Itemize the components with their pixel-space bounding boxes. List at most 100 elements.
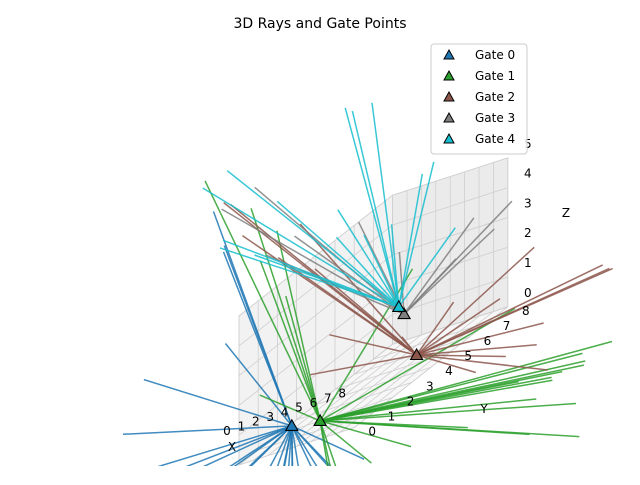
ray-line	[329, 334, 417, 356]
z-tick-label: 4	[524, 167, 532, 181]
gate-markers	[284, 299, 424, 431]
ray-line	[291, 425, 299, 466]
ray-line	[291, 425, 332, 466]
legend-item: Gate 1	[443, 69, 515, 83]
y-tick-label: 4	[445, 364, 453, 378]
legend-label: Gate 0	[475, 48, 515, 62]
x-tick-label: 6	[310, 396, 318, 410]
ray-line	[335, 236, 400, 308]
ray-line	[259, 260, 321, 422]
legend-item: Gate 2	[443, 90, 515, 104]
grid-z-left	[238, 284, 393, 406]
grid-z-back	[392, 157, 508, 196]
ray-line	[398, 161, 435, 308]
ray-line	[320, 402, 577, 422]
ray-line	[276, 200, 400, 308]
legend-marker	[443, 132, 455, 144]
legend-marker	[443, 48, 455, 60]
x-tick-label: 7	[324, 391, 332, 405]
legend-item: Gate 3	[443, 111, 515, 125]
z-tick-label: 5	[524, 137, 532, 151]
ray-line	[416, 344, 537, 356]
ray-line	[398, 227, 456, 308]
ray-line	[416, 246, 535, 356]
ray-lines	[122, 102, 613, 466]
ray-line	[276, 425, 293, 466]
ray-line	[269, 425, 293, 466]
ray-line	[319, 420, 337, 466]
ray-line	[291, 425, 294, 466]
legend-label: Gate 3	[475, 111, 515, 125]
grid-y-floor	[315, 366, 432, 405]
ray-line	[288, 425, 293, 466]
gate-marker-2	[409, 347, 424, 361]
legend: Gate 0 Gate 1 Gate 2 Gate 3 Gate 4	[430, 43, 528, 155]
grid-y-floor	[334, 351, 451, 390]
legend-item: Gate 4	[443, 132, 515, 146]
ray-line	[320, 398, 537, 422]
ray-line	[143, 378, 293, 427]
ray-line	[224, 343, 293, 427]
ray-line	[299, 223, 418, 356]
ray-line	[259, 394, 321, 422]
ray-fans	[122, 102, 613, 466]
legend-marker	[443, 111, 455, 123]
ray-line	[157, 425, 293, 466]
z-tick-label: 0	[524, 286, 532, 300]
x-tick-label: 4	[281, 405, 289, 419]
ray-line	[122, 425, 292, 436]
y-tick-label: 1	[388, 410, 396, 424]
grid-z-back	[392, 276, 508, 315]
ray-line	[403, 228, 495, 315]
ray-line	[319, 307, 516, 422]
ray-line	[319, 420, 412, 448]
legend-item: Gate 0	[443, 48, 515, 62]
y-tick-label: 8	[522, 304, 530, 318]
ray-line	[219, 247, 400, 308]
ray-line	[319, 380, 519, 422]
x-tick-label: 0	[223, 424, 231, 438]
y-tick-label: 7	[503, 319, 511, 333]
y-tick-label: 0	[368, 425, 376, 439]
ray-line	[202, 187, 400, 308]
ray-line	[204, 180, 321, 422]
legend-frame	[430, 43, 528, 155]
ray-line	[229, 425, 293, 466]
y-tick-label: 2	[407, 394, 415, 408]
ray-line	[344, 107, 400, 308]
ray-line	[390, 224, 400, 307]
y-tick-label: 6	[484, 334, 492, 348]
legend-label: Gate 4	[475, 132, 515, 146]
ray-line	[416, 322, 544, 356]
ray-line	[250, 425, 293, 466]
x-tick-label: 5	[295, 401, 303, 415]
ray-line	[416, 298, 501, 356]
grid-z-left	[238, 194, 393, 317]
grid-y-floor	[373, 321, 489, 360]
ray-line	[226, 170, 400, 308]
ray-line	[291, 425, 318, 466]
legend-label: Gate 2	[475, 90, 515, 104]
y-axis-label: Y	[479, 402, 488, 416]
ray-line	[241, 234, 418, 356]
ray-line	[285, 295, 321, 422]
ray-line	[403, 258, 457, 315]
legend-label: Gate 1	[475, 69, 515, 83]
ray-line	[416, 354, 506, 358]
grid-z-back	[392, 306, 508, 345]
legend-marker	[443, 90, 455, 102]
z-tick-label: 2	[524, 226, 532, 240]
ray-line	[371, 102, 400, 307]
y-tick-label: 5	[464, 349, 472, 363]
x-tick-label: 2	[252, 415, 260, 429]
ray-line	[416, 354, 548, 371]
ray-line	[319, 420, 372, 464]
ray-line	[254, 186, 405, 315]
gate-marker-4	[391, 299, 406, 312]
ray-line	[398, 173, 424, 308]
gate-marker-3	[397, 306, 412, 320]
ray-line	[351, 110, 400, 308]
